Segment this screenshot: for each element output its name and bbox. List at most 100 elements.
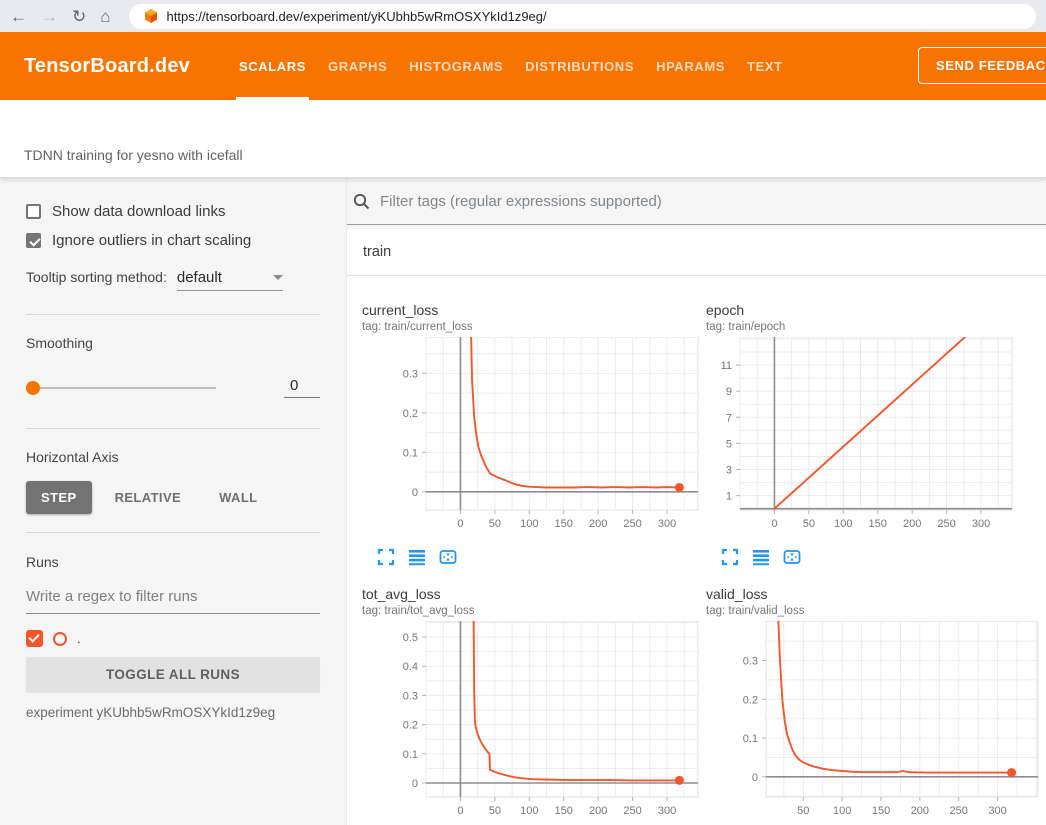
line-chart[interactable]: 05010015020025030000.10.20.3 <box>362 337 691 542</box>
scalars-main-panel: train current_loss tag: train/current_lo… <box>347 178 1046 825</box>
experiment-title: TDNN training for yesno with icefall <box>24 147 243 163</box>
ignore-outliers-checkbox[interactable]: Ignore outliers in chart scaling <box>26 232 320 249</box>
runs-filter-input[interactable] <box>26 584 320 614</box>
checkbox-label: Ignore outliers in chart scaling <box>52 232 251 249</box>
axis-relative-button[interactable]: RELATIVE <box>100 481 197 514</box>
fullscreen-icon[interactable] <box>377 548 395 566</box>
svg-text:300: 300 <box>988 805 1006 817</box>
smoothing-slider[interactable] <box>26 387 216 389</box>
toggle-all-runs-button[interactable]: TOGGLE ALL RUNS <box>26 657 320 692</box>
tensorboard-window: ← → ↻ ⌂ https://tensorboard.dev/experime… <box>0 0 1046 825</box>
svg-text:0.2: 0.2 <box>743 694 758 706</box>
chart-tag: tag: train/valid_loss <box>706 605 1035 617</box>
line-chart[interactable]: 05010015020025030000.10.20.30.40.5 <box>362 621 691 825</box>
tensorboard-favicon <box>143 8 159 24</box>
svg-text:7: 7 <box>726 412 732 424</box>
checkbox-unchecked-icon[interactable] <box>26 204 41 219</box>
svg-text:250: 250 <box>623 805 641 817</box>
app-header: TensorBoard.dev SCALARS GRAPHS HISTOGRAM… <box>0 32 1046 100</box>
tab-distributions[interactable]: DISTRIBUTIONS <box>514 32 645 100</box>
svg-text:9: 9 <box>726 386 732 398</box>
svg-text:11: 11 <box>721 360 732 372</box>
svg-text:0: 0 <box>771 518 777 530</box>
chart-tile-current-loss: current_loss tag: train/current_loss 0 50… <box>347 288 691 572</box>
run-checkbox-checked-icon[interactable] <box>26 630 43 647</box>
tag-group-train[interactable]: train <box>347 229 1046 276</box>
line-chart[interactable]: 5010015020025030000.10.20.3 <box>706 621 1035 825</box>
tooltip-sorting-select[interactable]: default <box>177 269 283 291</box>
forward-icon[interactable]: → <box>41 8 58 25</box>
svg-text:300: 300 <box>658 518 676 530</box>
checkbox-checked-icon[interactable] <box>26 233 41 248</box>
svg-text:250: 250 <box>937 518 955 530</box>
checkbox-label: Show data download links <box>52 203 225 220</box>
tab-graphs[interactable]: GRAPHS <box>317 32 398 100</box>
fit-domain-icon[interactable] <box>783 548 801 566</box>
svg-text:0: 0 <box>752 772 758 784</box>
chart-title: epoch <box>706 302 1035 318</box>
fullscreen-icon[interactable] <box>721 548 739 566</box>
svg-text:0: 0 <box>457 805 463 817</box>
tag-filter-input[interactable] <box>380 193 1046 210</box>
url-text: https://tensorboard.dev/experiment/yKUbh… <box>167 9 547 24</box>
svg-text:200: 200 <box>589 518 607 530</box>
tab-hparams[interactable]: HPARAMS <box>645 32 736 100</box>
chart-tag: tag: train/tot_avg_loss <box>362 605 691 617</box>
address-bar[interactable]: https://tensorboard.dev/experiment/yKUbh… <box>129 4 1036 29</box>
tab-text[interactable]: TEXT <box>736 32 794 100</box>
tooltip-sorting-label: Tooltip sorting method: <box>26 269 167 285</box>
reload-icon[interactable]: ↻ <box>72 8 86 25</box>
slider-knob[interactable] <box>26 381 40 395</box>
svg-text:250: 250 <box>623 518 641 530</box>
svg-text:0.5: 0.5 <box>403 632 418 644</box>
axis-step-button[interactable]: STEP <box>26 481 92 514</box>
svg-text:0.1: 0.1 <box>403 447 418 459</box>
back-icon[interactable]: ← <box>10 8 27 25</box>
chevron-down-icon <box>273 275 283 280</box>
run-color-swatch-icon <box>53 632 67 646</box>
svg-text:50: 50 <box>797 805 809 817</box>
svg-text:250: 250 <box>950 805 968 817</box>
svg-text:50: 50 <box>489 518 501 530</box>
chart-tag: tag: train/current_loss <box>362 321 691 333</box>
show-download-links-checkbox[interactable]: Show data download links <box>26 203 320 220</box>
runs-label: Runs <box>26 554 320 570</box>
tab-scalars[interactable]: SCALARS <box>228 32 317 100</box>
svg-text:0: 0 <box>457 518 463 530</box>
svg-text:1: 1 <box>726 491 732 503</box>
experiment-title-bar: TDNN training for yesno with icefall <box>0 100 1046 178</box>
svg-text:0.2: 0.2 <box>403 720 418 732</box>
runs-list-icon[interactable] <box>408 548 426 566</box>
svg-text:100: 100 <box>833 805 851 817</box>
tag-group-card: train current_loss tag: train/current_lo… <box>347 229 1046 825</box>
svg-text:100: 100 <box>520 805 538 817</box>
chart-title: valid_loss <box>706 586 1035 602</box>
svg-text:100: 100 <box>520 518 538 530</box>
tab-bar: SCALARS GRAPHS HISTOGRAMS DISTRIBUTIONS … <box>228 32 794 100</box>
home-icon[interactable]: ⌂ <box>100 8 110 25</box>
browser-toolbar: ← → ↻ ⌂ https://tensorboard.dev/experime… <box>0 0 1046 32</box>
brand-title: TensorBoard.dev <box>0 32 190 100</box>
chart-title: current_loss <box>362 302 691 318</box>
axis-wall-button[interactable]: WALL <box>204 481 272 514</box>
svg-text:0.2: 0.2 <box>403 408 418 420</box>
line-chart[interactable]: 0501001502002503001357911 <box>706 337 1035 542</box>
svg-text:50: 50 <box>803 518 815 530</box>
chart-tile-tot-avg-loss: tot_avg_loss tag: train/tot_avg_loss 0 50… <box>347 572 691 825</box>
runs-list-icon[interactable] <box>752 548 770 566</box>
chart-tile-valid-loss: valid_loss tag: train/valid_loss 50 100 15… <box>691 572 1035 825</box>
tag-filter-bar <box>347 178 1046 225</box>
experiment-id-label: experiment yKUbhb5wRmOSXYkId1z9eg <box>26 705 320 720</box>
svg-text:0.1: 0.1 <box>403 749 418 761</box>
run-row: . <box>26 630 320 647</box>
smoothing-value-field[interactable]: 0 <box>284 377 320 398</box>
tab-histograms[interactable]: HISTOGRAMS <box>398 32 514 100</box>
send-feedback-button[interactable]: SEND FEEDBACK <box>918 47 1046 84</box>
chart-title: tot_avg_loss <box>362 586 691 602</box>
svg-text:150: 150 <box>555 805 573 817</box>
svg-text:150: 150 <box>872 805 890 817</box>
svg-text:50: 50 <box>489 805 501 817</box>
settings-sidebar: Show data download links Ignore outliers… <box>0 178 347 825</box>
svg-text:150: 150 <box>555 518 573 530</box>
fit-domain-icon[interactable] <box>439 548 457 566</box>
